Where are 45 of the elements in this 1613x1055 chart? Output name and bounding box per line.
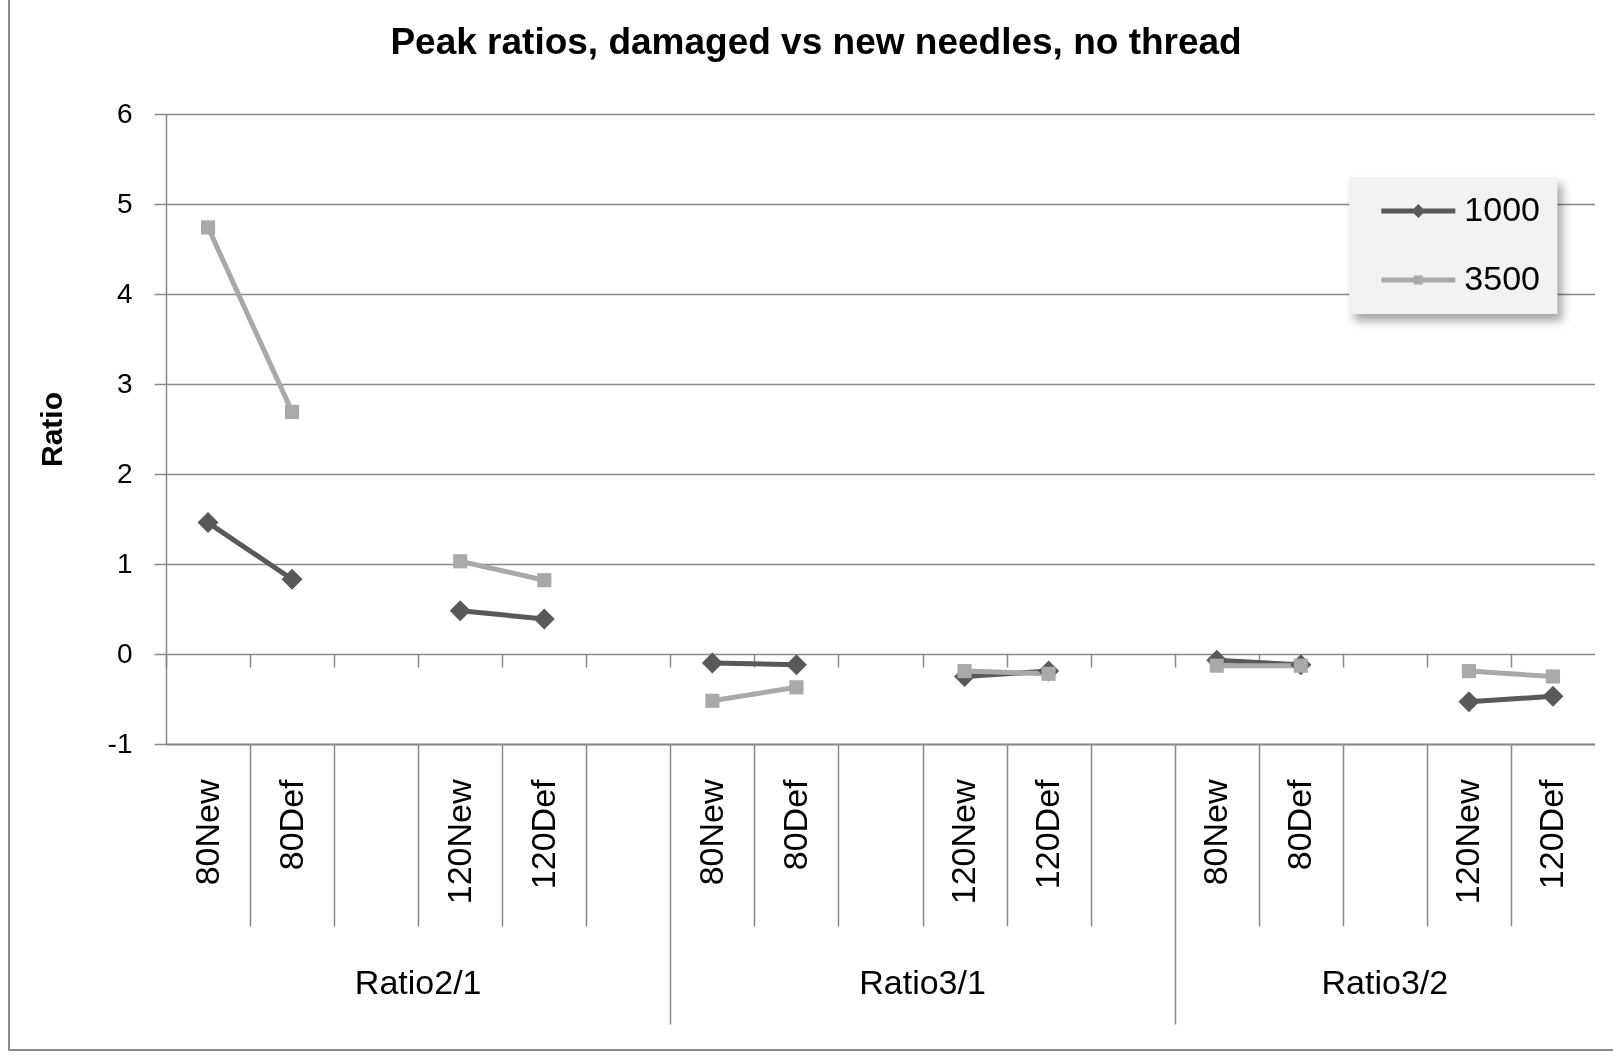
text: Ratio3/1 [859, 963, 986, 1001]
y-tick-label: 5 [116, 187, 133, 219]
y-tick-label: 2 [116, 457, 133, 489]
point [705, 693, 720, 708]
point [449, 600, 471, 622]
x-tick-label: 80Def [775, 778, 814, 871]
x-tick-label: 120New [944, 779, 983, 905]
point [281, 568, 303, 590]
y-tick-label: 0 [116, 637, 133, 669]
point [785, 654, 807, 676]
point [285, 404, 300, 419]
point [197, 512, 219, 534]
point [1209, 658, 1224, 673]
y-tick-label: 4 [116, 277, 133, 309]
point [1545, 669, 1561, 684]
x-tick-label: 80Def [271, 778, 310, 871]
point [789, 680, 804, 695]
y-axis-title: Ratio [34, 392, 68, 467]
point [200, 220, 216, 235]
point [1542, 685, 1564, 707]
x-tick-label: 120Def [1028, 778, 1067, 890]
point [1458, 691, 1480, 713]
text: Ratio3/2 [1321, 963, 1449, 1001]
y-tick-label: 3 [116, 367, 133, 399]
x-tick-label: 80New [1196, 779, 1235, 886]
x-tick-label: 120Def [1532, 778, 1571, 890]
legend-label: 3500 [1464, 259, 1540, 297]
x-tick-label: 80New [187, 779, 226, 886]
point [537, 573, 552, 588]
point [957, 664, 972, 679]
y-tick-label: 6 [116, 97, 133, 129]
x-tick-label: 80New [691, 779, 730, 886]
x-tick-label: 120New [439, 779, 478, 905]
point [701, 652, 723, 674]
x-tick-label: 120Def [523, 778, 562, 890]
text: Ratio2/1 [354, 963, 482, 1001]
x-tick-label: 80Def [1280, 778, 1319, 871]
point [453, 554, 468, 569]
point [1461, 664, 1476, 679]
legend-label: 1000 [1464, 190, 1540, 228]
x-tick-label: 120New [1448, 779, 1487, 905]
point [533, 608, 555, 630]
chart-title: Peak ratios, damaged vs new needles, no thread [390, 21, 1242, 62]
y-tick-label: -1 [107, 727, 133, 759]
y-tick-label: 1 [116, 547, 133, 579]
